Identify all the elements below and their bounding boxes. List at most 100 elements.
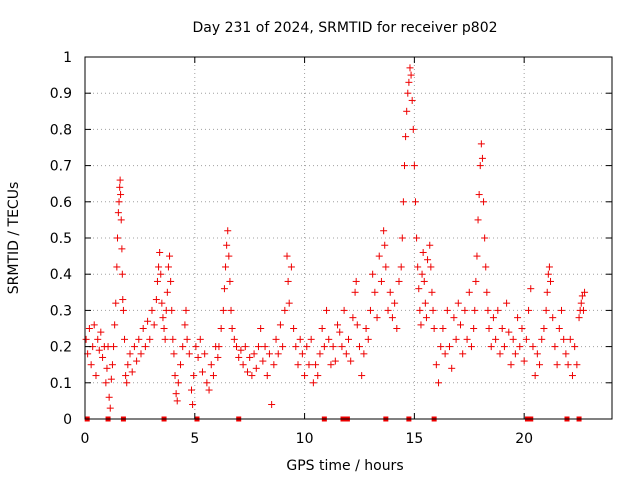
data-point — [422, 314, 430, 322]
data-point — [446, 343, 454, 351]
data-point — [489, 314, 497, 322]
data-point — [318, 325, 326, 332]
data-point — [409, 125, 417, 133]
y-tick-label: 0.2 — [50, 340, 72, 356]
data-point — [102, 379, 110, 387]
data-point — [137, 350, 145, 358]
data-point — [285, 299, 293, 307]
data-point — [207, 361, 215, 369]
data-point — [432, 361, 440, 369]
data-point — [107, 375, 115, 383]
data-point — [579, 306, 587, 314]
data-point — [544, 270, 552, 278]
data-point — [287, 263, 295, 271]
data-point — [397, 263, 405, 271]
data-point — [141, 343, 149, 351]
data-point — [189, 401, 197, 409]
data-point — [87, 361, 95, 369]
data-point — [477, 140, 485, 148]
y-tick-label: 0.6 — [50, 195, 72, 211]
data-point — [352, 277, 360, 285]
data-point — [404, 89, 412, 97]
data-point — [527, 285, 535, 293]
data-point — [336, 328, 344, 336]
data-point — [402, 133, 410, 141]
data-point — [405, 78, 413, 86]
data-point — [375, 252, 383, 260]
data-point — [428, 288, 436, 296]
data-point — [108, 361, 116, 369]
data-point — [411, 198, 419, 206]
data-point — [494, 306, 502, 314]
data-point — [525, 306, 533, 314]
data-point — [327, 361, 335, 369]
data-point — [239, 361, 247, 369]
data-point — [252, 364, 260, 372]
chart-title: Day 231 of 2024, SRMTID for receiver p80… — [192, 20, 497, 36]
data-point — [381, 241, 389, 249]
data-point — [85, 325, 93, 332]
data-point — [209, 372, 217, 380]
data-point — [456, 321, 464, 329]
data-point — [114, 209, 122, 217]
y-axis-label: SRMTID / TECUs — [6, 182, 22, 295]
data-point — [485, 325, 493, 332]
data-point — [161, 335, 169, 343]
data-point — [228, 325, 236, 332]
data-point — [391, 299, 399, 307]
data-point — [566, 335, 574, 343]
data-point — [294, 361, 302, 369]
data-point — [531, 372, 539, 380]
data-point — [418, 270, 426, 278]
data-point — [261, 343, 269, 351]
data-point — [301, 372, 309, 380]
data-point — [126, 350, 134, 358]
data-point — [219, 306, 227, 314]
data-point — [259, 357, 267, 365]
data-point — [105, 393, 113, 401]
data-point — [360, 350, 368, 358]
data-point — [117, 191, 125, 199]
data-point — [536, 361, 544, 369]
data-point — [182, 306, 190, 314]
data-point — [146, 335, 154, 343]
data-point — [194, 353, 202, 361]
data-point — [482, 263, 490, 271]
data-point — [281, 306, 289, 314]
data-point — [179, 343, 187, 351]
data-point — [250, 350, 258, 358]
data-point — [187, 386, 195, 394]
data-point — [224, 227, 232, 235]
data-point — [470, 325, 478, 332]
data-point — [190, 372, 198, 380]
x-tick-label: 20 — [515, 431, 533, 447]
data-point — [475, 191, 483, 199]
data-point — [430, 325, 438, 332]
data-point — [205, 386, 213, 394]
data-point — [386, 288, 394, 296]
data-point — [103, 364, 111, 372]
data-point — [217, 325, 225, 332]
data-point — [450, 314, 458, 322]
data-point — [99, 353, 107, 361]
data-point — [487, 343, 495, 351]
data-point — [384, 306, 392, 314]
y-tick-label: 0.4 — [50, 267, 72, 283]
data-point — [309, 379, 317, 387]
data-point — [400, 162, 408, 170]
data-point — [377, 277, 385, 285]
data-point — [314, 372, 322, 380]
data-point — [170, 350, 178, 358]
data-point — [564, 361, 572, 369]
data-point — [461, 306, 469, 314]
data-point — [415, 285, 423, 293]
data-point — [172, 390, 180, 398]
data-point — [274, 350, 282, 358]
data-point — [358, 372, 366, 380]
data-point — [111, 321, 119, 329]
data-point — [560, 335, 568, 343]
data-point — [167, 277, 175, 285]
data-point — [303, 343, 311, 351]
y-tick-label: 0.3 — [50, 303, 72, 319]
data-point — [153, 277, 161, 285]
